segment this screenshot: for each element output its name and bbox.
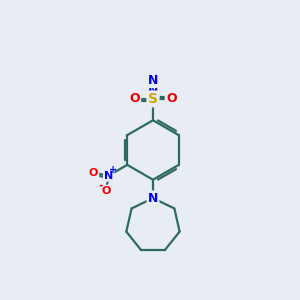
Bar [108, 15, 198, 89]
Text: N: N [148, 74, 158, 87]
Text: O: O [166, 92, 177, 105]
Text: N: N [104, 171, 113, 181]
Text: S: S [148, 92, 158, 106]
Text: N: N [148, 192, 158, 205]
Text: O: O [166, 92, 177, 105]
Text: O: O [89, 168, 98, 178]
Text: S: S [148, 92, 158, 106]
Text: N: N [148, 84, 158, 97]
Text: -: - [98, 180, 103, 190]
Text: O: O [129, 92, 140, 105]
Text: +: + [109, 165, 117, 175]
Text: O: O [101, 186, 111, 196]
Text: O: O [129, 92, 140, 105]
